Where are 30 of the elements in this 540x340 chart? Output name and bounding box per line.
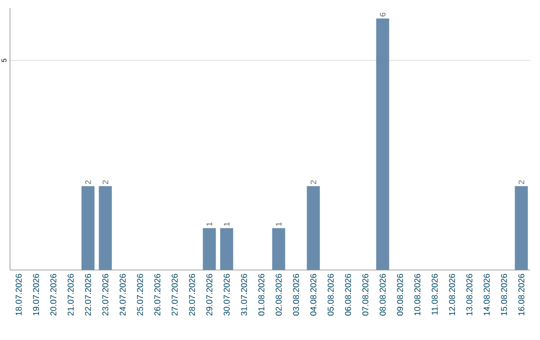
x-tick-label: 08.08.2026 xyxy=(380,274,386,316)
x-tick-label: 12.08.2026 xyxy=(449,274,455,316)
x-tick-label: 13.08.2026 xyxy=(466,274,472,316)
x-tick-label: 02.08.2026 xyxy=(276,274,282,316)
x-tick-label: 11.08.2026 xyxy=(432,274,438,315)
x-tick-label: 10.08.2026 xyxy=(414,274,420,316)
x-tick-label: 05.08.2026 xyxy=(328,274,334,316)
x-tick-label: 22.07.2026 xyxy=(85,274,91,316)
x-tick-label: 14.08.2026 xyxy=(484,274,490,316)
x-tick-label: 27.07.2026 xyxy=(172,274,178,316)
x-tick-label: 24.07.2026 xyxy=(120,274,126,316)
x-tick-label: 09.08.2026 xyxy=(397,274,403,316)
x-tick-label: 21.07.2026 xyxy=(68,274,74,316)
x-tick-label: 04.08.2026 xyxy=(310,274,316,316)
x-tick-label: 20.07.2026 xyxy=(50,274,56,316)
x-tick-label: 25.07.2026 xyxy=(137,274,143,316)
x-tick-label: 28.07.2026 xyxy=(189,274,195,316)
x-tick-label: 18.07.2026 xyxy=(16,274,22,316)
x-tick-label: 16.08.2026 xyxy=(518,274,524,316)
x-tick-label: 29.07.2026 xyxy=(206,274,212,316)
x-tick-label: 15.08.2026 xyxy=(501,274,507,316)
x-tick-label: 31.07.2026 xyxy=(241,274,247,316)
x-tick-label: 07.08.2026 xyxy=(362,274,368,316)
x-tick-label: 03.08.2026 xyxy=(293,274,299,316)
x-tick-label: 19.07.2026 xyxy=(33,274,39,316)
x-tick-label: 06.08.2026 xyxy=(345,274,351,316)
x-tick-label: 30.07.2026 xyxy=(224,274,230,316)
x-tick-label: 23.07.2026 xyxy=(102,274,108,316)
x-tick-label: 01.08.2026 xyxy=(258,274,264,316)
x-tick-label: 26.07.2026 xyxy=(154,274,160,316)
